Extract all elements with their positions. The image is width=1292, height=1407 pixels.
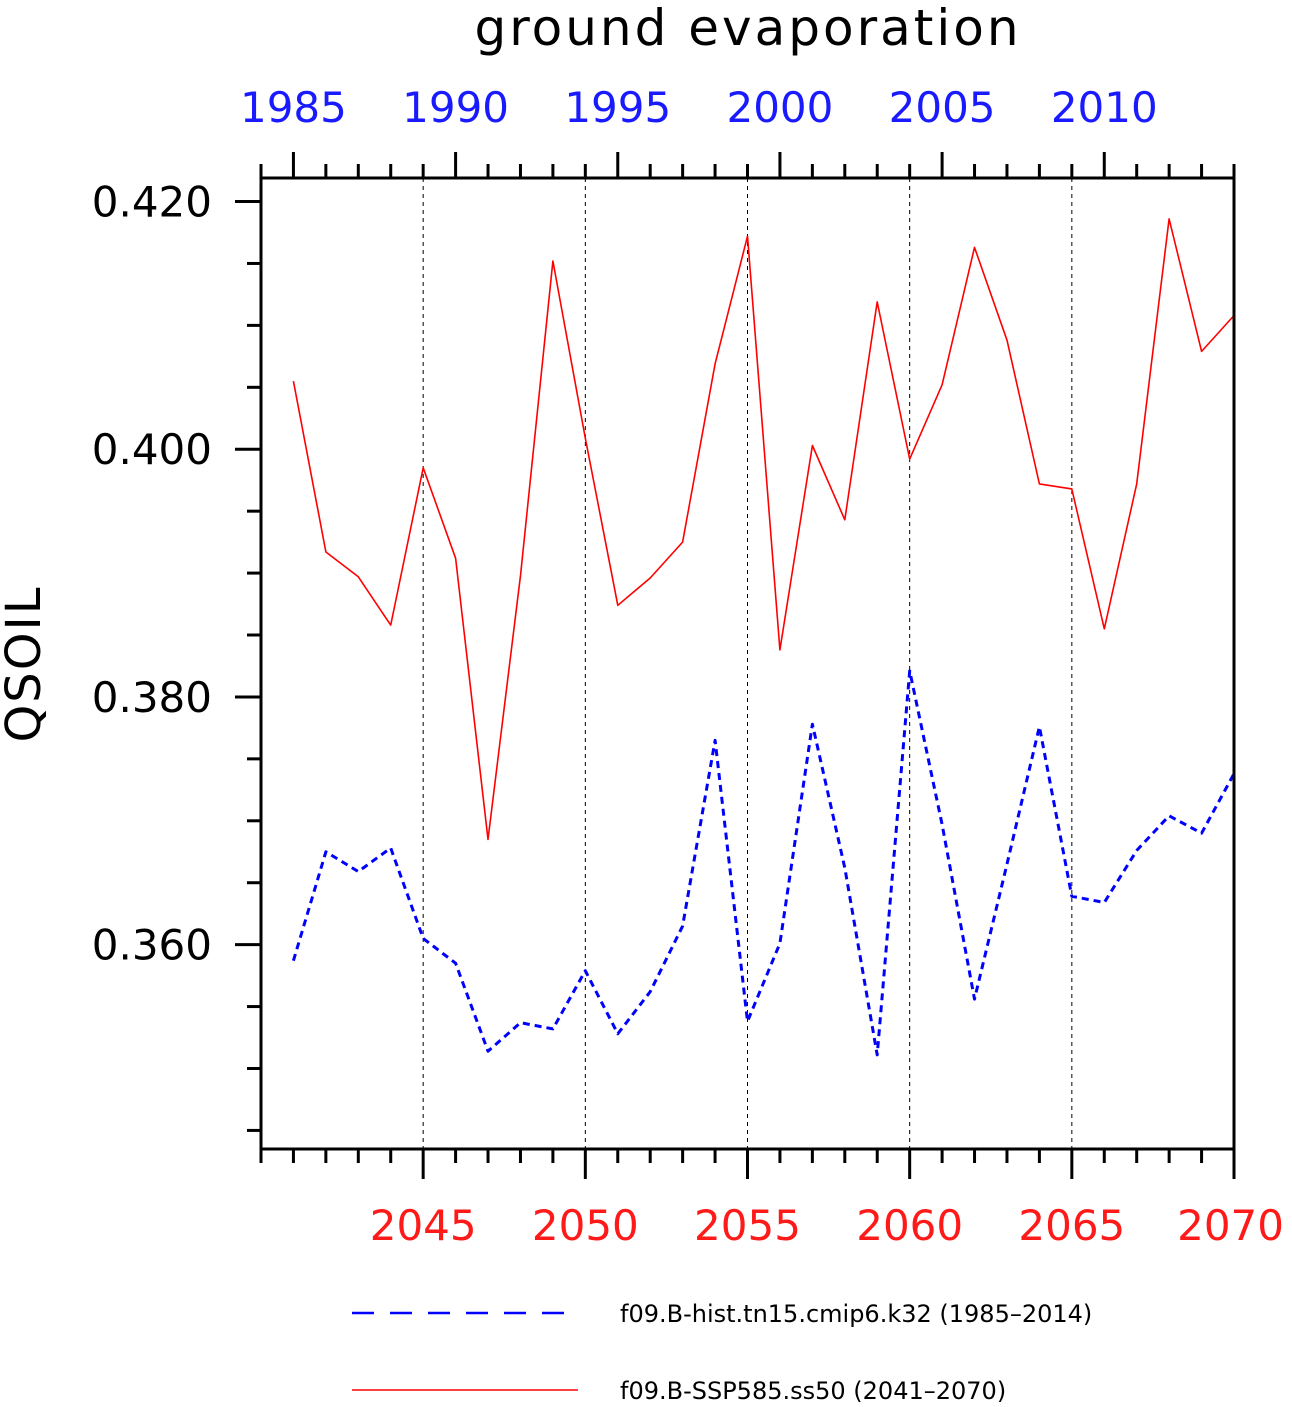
- bottom-axis-tick-label-2055: 2055: [694, 1201, 801, 1250]
- top-axis-tick-label-1995: 1995: [564, 83, 671, 132]
- legend: f09.B-hist.tn15.cmip6.k32 (1985–2014) f0…: [352, 1300, 1092, 1405]
- bottom-axis-tick-label-2050: 2050: [532, 1201, 639, 1250]
- y-axis-label: QSOIL: [0, 586, 52, 743]
- y-axis-tick-label-0.360: 0.360: [92, 921, 212, 970]
- top-axis-tick-label-1985: 1985: [240, 83, 347, 132]
- top-axis-tick-label-2010: 2010: [1051, 83, 1158, 132]
- bottom-axis-tick-label-2045: 2045: [370, 1201, 477, 1250]
- top-axis-tick-label-2005: 2005: [889, 83, 996, 132]
- top-axis-tick-label-1990: 1990: [402, 83, 509, 132]
- axis-ticks: [235, 152, 1236, 1179]
- legend-label-historical: f09.B-hist.tn15.cmip6.k32 (1985–2014): [620, 1300, 1092, 1328]
- axis-tick-labels: 1985 1990 1995 2000 2005 2010 2045 2050 2055 2060…: [92, 83, 1284, 1250]
- y-axis-tick-label-0.380: 0.380: [92, 673, 212, 722]
- top-axis-tick-label-2000: 2000: [726, 83, 833, 132]
- bottom-axis-tick-label-2060: 2060: [856, 1201, 963, 1250]
- legend-label-ssp585: f09.B-SSP585.ss50 (2041–2070): [620, 1377, 1006, 1405]
- series-layer: [291, 218, 1236, 1057]
- chart-title: ground evaporation: [474, 0, 1021, 57]
- y-axis-tick-label-0.400: 0.400: [92, 425, 212, 474]
- bottom-axis-tick-label-2070: 2070: [1177, 1201, 1284, 1250]
- grid-lines: [422, 178, 1073, 1149]
- series-line-historical: [291, 669, 1236, 1057]
- y-axis-tick-label-0.420: 0.420: [92, 178, 212, 227]
- series-line-ssp585: [292, 218, 1235, 841]
- bottom-axis-tick-label-2065: 2065: [1018, 1201, 1125, 1250]
